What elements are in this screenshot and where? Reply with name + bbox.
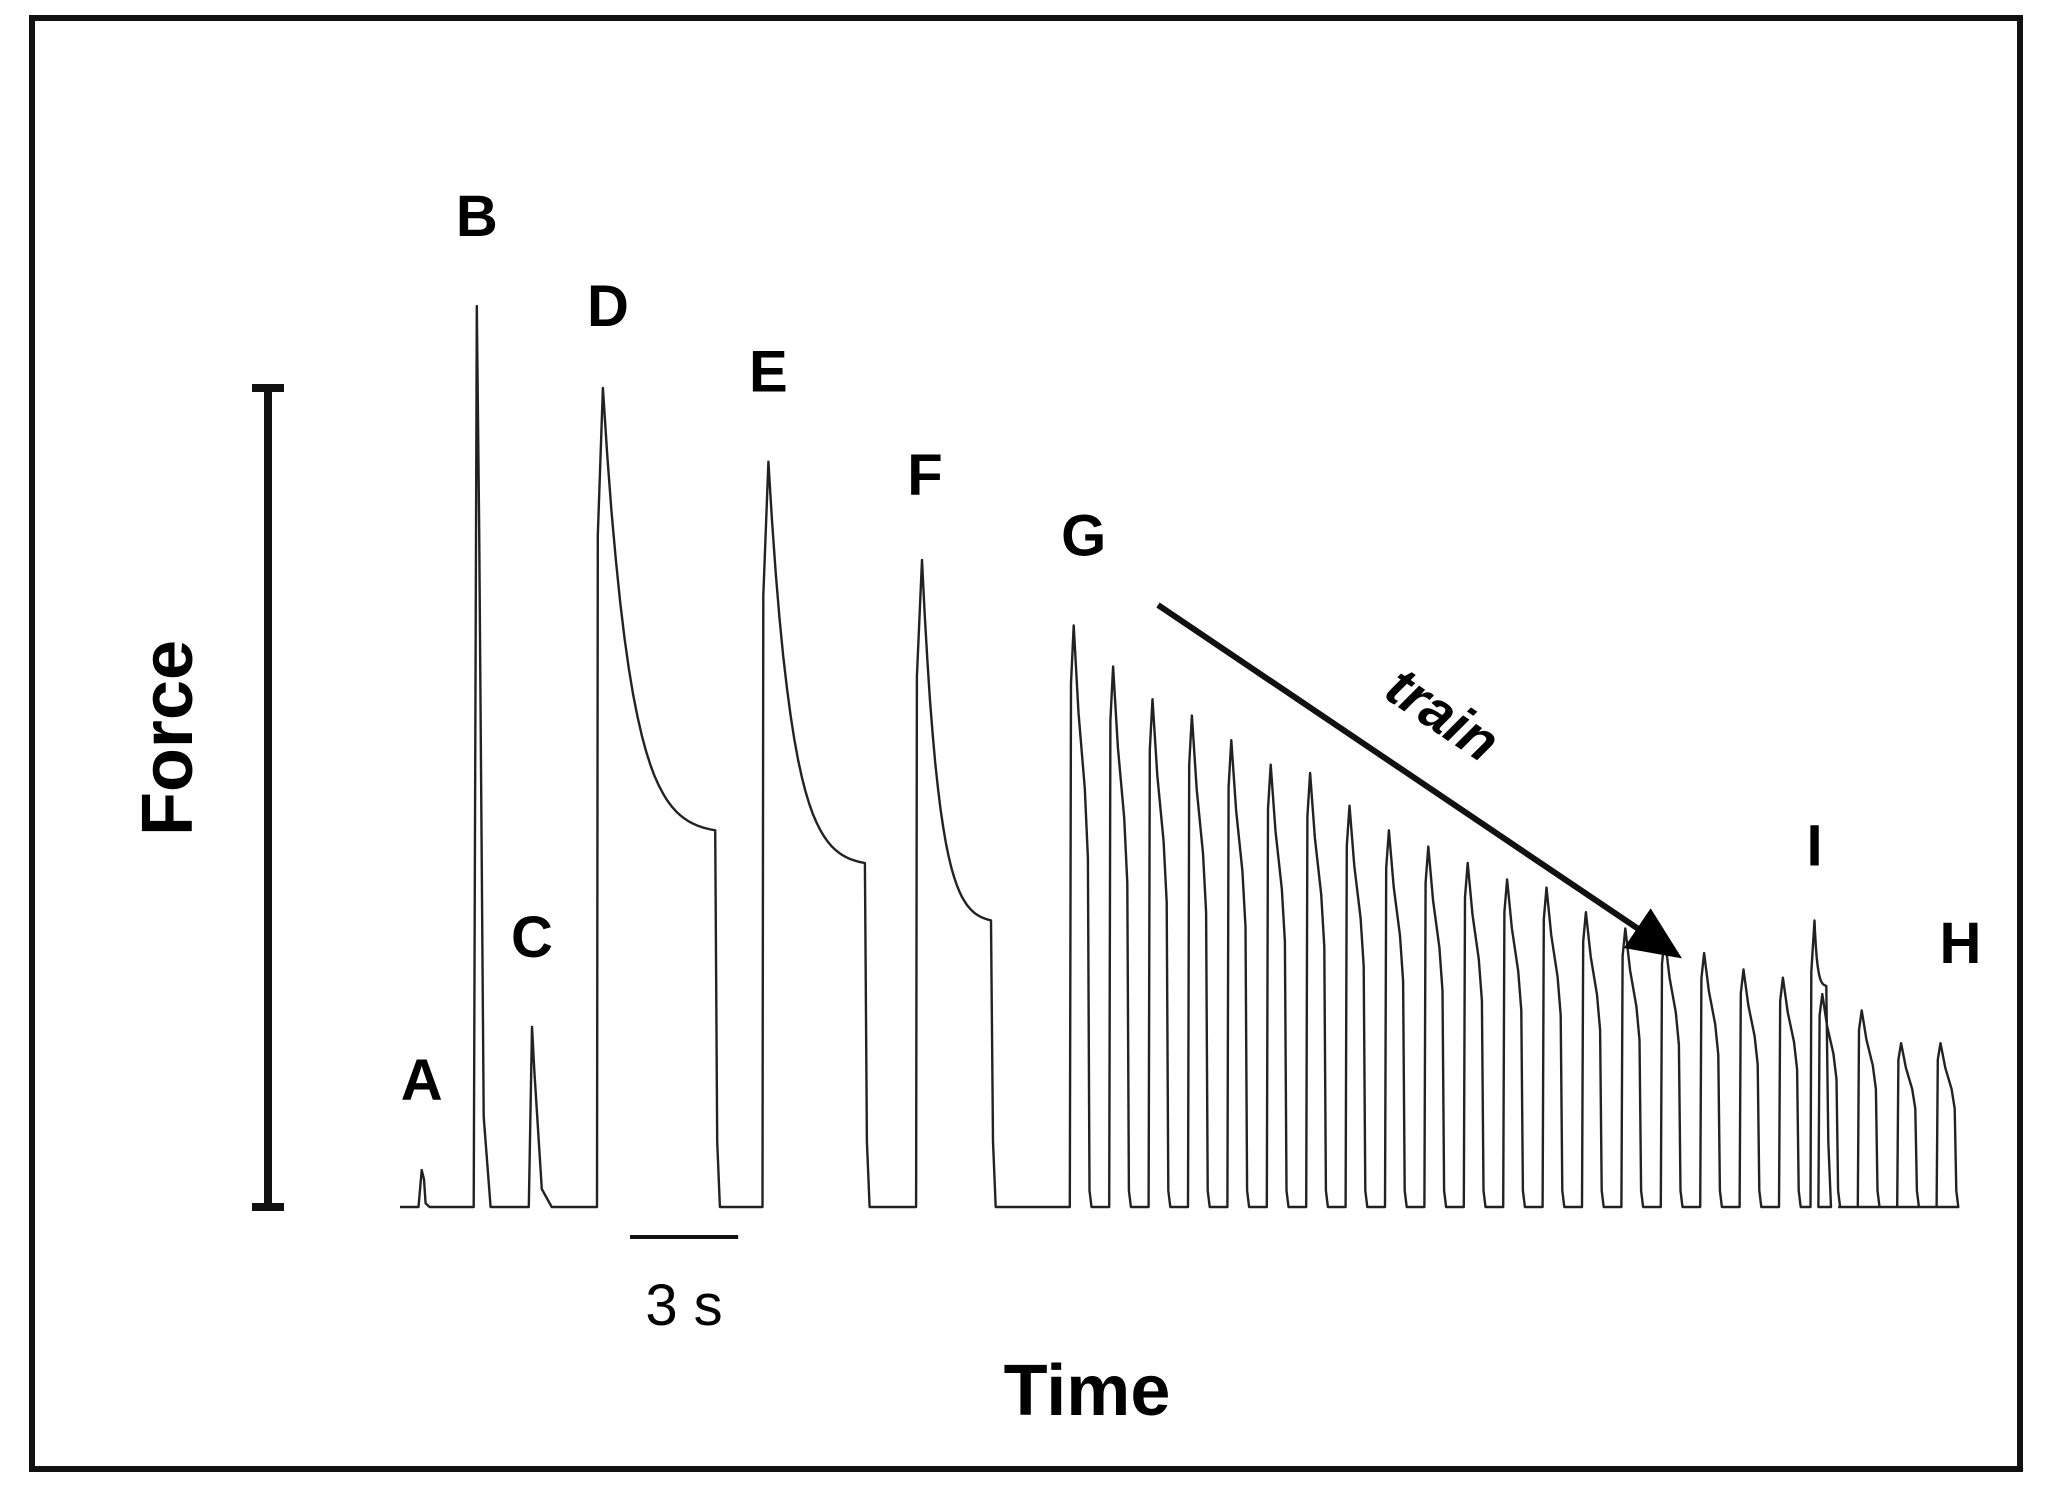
- peak-label-e: E: [749, 340, 788, 405]
- force-trace: [400, 304, 1960, 1209]
- peak-label-i: I: [1806, 813, 1822, 878]
- peak-label-c: C: [511, 905, 553, 970]
- y-axis-title: Force: [128, 640, 208, 836]
- time-scale-label: 3 s: [645, 1273, 722, 1338]
- train-arrow: [1156, 602, 1682, 959]
- force-scale-bar: [252, 384, 284, 1211]
- peak-label-a: A: [401, 1048, 443, 1113]
- peak-label-d: D: [587, 274, 629, 339]
- peak-label-b: B: [456, 184, 498, 249]
- figure-frame: [29, 15, 2023, 1472]
- peak-label-f: F: [907, 443, 942, 508]
- time-scale-bar: 3 s: [630, 1235, 739, 1338]
- peak-label-h: H: [1940, 911, 1982, 976]
- peak-label-g: G: [1061, 504, 1106, 569]
- x-axis-title: Time: [1004, 1351, 1171, 1431]
- force-trace-line: [400, 304, 1960, 1209]
- peak-labels: A B C D E F G H I: [401, 184, 1982, 1113]
